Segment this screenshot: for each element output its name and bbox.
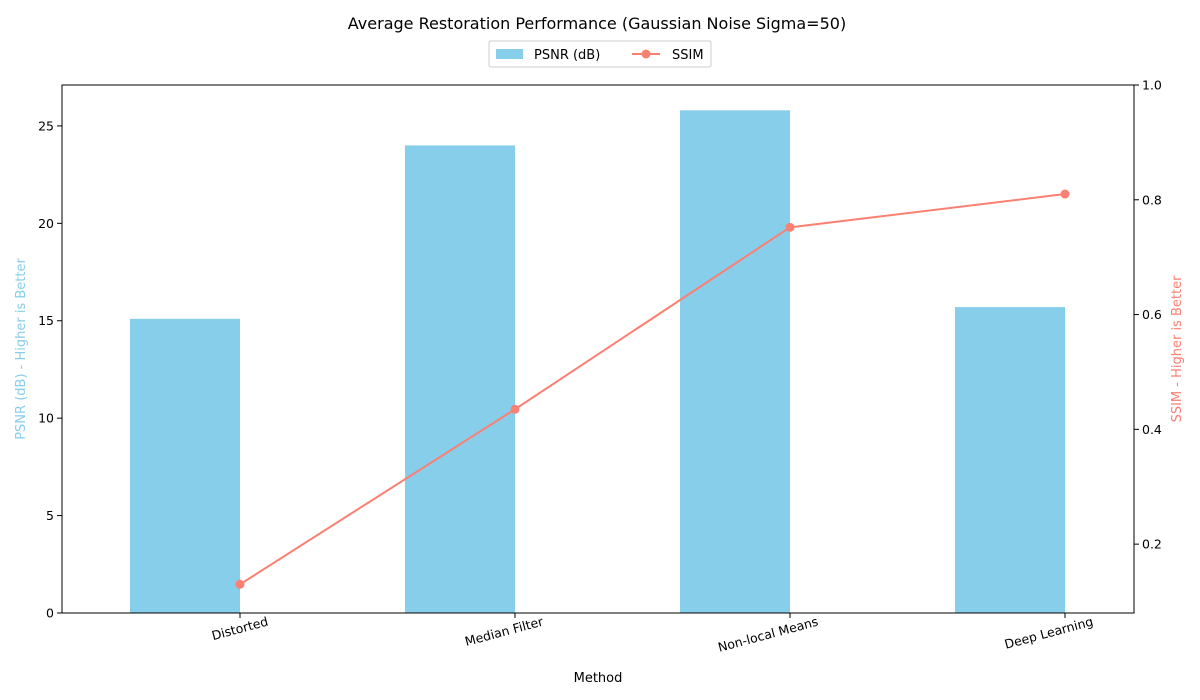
ssim-point-2 <box>785 222 795 232</box>
legend-psnr-label: PSNR (dB) <box>534 48 600 63</box>
x-tick-label-2: Non-local Means <box>716 614 819 655</box>
legend-ssim-label: SSIM <box>672 48 704 63</box>
left-tick-label-4: 20 <box>38 216 54 231</box>
legend: PSNR (dB) SSIM <box>488 40 712 68</box>
bar-0 <box>130 318 240 613</box>
x-axis: Distorted Median Filter Non-local Means Dee… <box>210 613 1095 655</box>
x-tick-label-1: Median Filter <box>463 613 545 649</box>
x-tick-label-3: Deep Learning <box>1003 614 1095 652</box>
x-axis-label: Method <box>574 671 623 686</box>
legend-bar-swatch <box>496 49 523 59</box>
right-tick-label-1: 0.4 <box>1142 422 1162 437</box>
x-tick-label-0: Distorted <box>210 614 270 643</box>
legend-box <box>488 40 712 68</box>
ssim-point-3 <box>1060 189 1070 199</box>
chart-title: Average Restoration Performance (Gaussia… <box>348 14 846 33</box>
left-axis-label: PSNR (dB) - Higher is Better <box>14 258 29 440</box>
plot-frame <box>61 84 1135 614</box>
left-tick-label-0: 0 <box>46 606 54 621</box>
left-axis: 0 5 10 15 20 25 <box>38 118 62 621</box>
ssim-line <box>239 193 1066 586</box>
left-tick-label-5: 25 <box>38 118 54 133</box>
right-axis-label: SSIM - Higher is Better <box>1170 275 1185 422</box>
line-series <box>235 189 1070 589</box>
bar-1 <box>405 145 515 613</box>
bar-3 <box>955 307 1065 613</box>
right-tick-label-4: 1.0 <box>1142 78 1162 93</box>
ssim-point-1 <box>510 404 520 414</box>
ssim-point-0 <box>235 579 245 589</box>
right-tick-label-0: 0.2 <box>1142 537 1162 552</box>
bar-2 <box>680 110 790 613</box>
bar-series <box>130 110 1065 613</box>
left-tick-label-2: 10 <box>38 411 54 426</box>
left-tick-label-1: 5 <box>46 508 54 523</box>
right-tick-label-3: 0.8 <box>1142 192 1162 207</box>
left-tick-label-3: 15 <box>38 313 54 328</box>
legend-line-marker <box>641 49 651 59</box>
right-axis: 0.2 0.4 0.6 0.8 1.0 <box>1134 78 1162 552</box>
right-tick-label-2: 0.6 <box>1142 307 1162 322</box>
